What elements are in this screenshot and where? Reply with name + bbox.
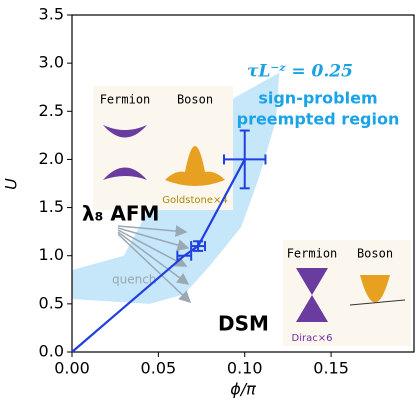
inset-label: Boson [357, 247, 393, 261]
y-tick-label: 3.0 [39, 53, 64, 72]
x-axis-label: ϕ/π [230, 380, 256, 399]
y-tick-label: 0.0 [39, 342, 64, 361]
y-tick-label: 2.0 [39, 149, 64, 168]
y-tick-label: 1.5 [39, 197, 64, 216]
inset-top: Fermion Boson Goldstone×4 [93, 86, 233, 210]
y-axis-label: U [2, 178, 21, 190]
y-tick-label: 0.5 [39, 293, 64, 312]
inset-label: Boson [177, 93, 213, 107]
annotation: sign-problem [258, 89, 377, 108]
annotation: DSM [218, 312, 269, 336]
x-tick-label: 0.10 [227, 359, 263, 378]
x-tick-label: 0.00 [54, 359, 90, 378]
annotation: λ₈ AFM [82, 202, 159, 226]
chart: Fermion Boson Goldstone×4 Fermion Boson … [0, 0, 416, 404]
inset-caption: Goldstone×4 [162, 195, 227, 206]
x-tick-label: 0.05 [141, 359, 177, 378]
y-tick-label: 3.5 [39, 5, 64, 24]
annotation: τL⁻ᶻ = 0.25 [247, 62, 353, 82]
inset-label: Fermion [100, 93, 151, 107]
x-tick-label: 0.15 [313, 359, 349, 378]
annotation: preempted region [237, 110, 400, 129]
inset-caption: Dirac×6 [292, 333, 333, 344]
y-tick-label: 1.0 [39, 245, 64, 264]
inset-label: Fermion [287, 247, 338, 261]
inset-bottom: Fermion Boson Dirac×6 [283, 240, 411, 346]
y-tick-label: 2.5 [39, 101, 64, 120]
